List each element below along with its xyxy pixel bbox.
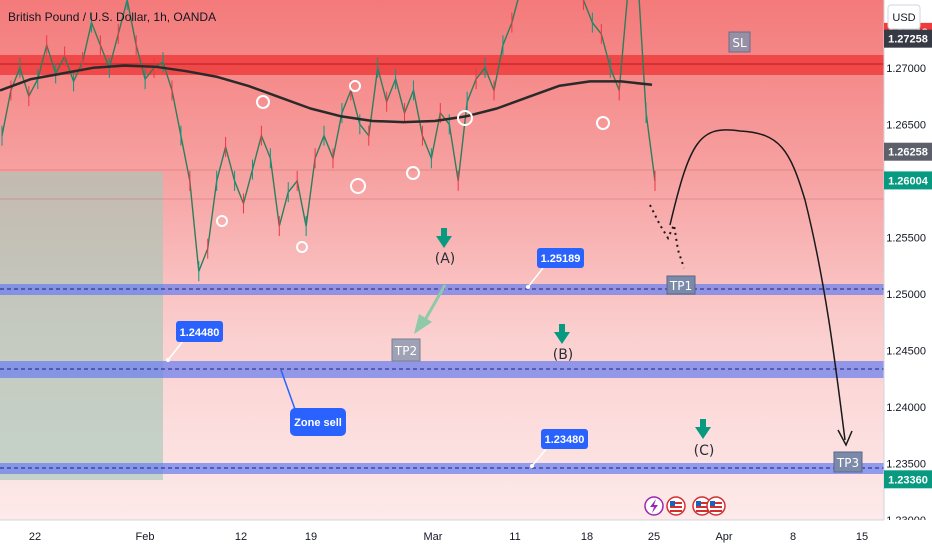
price-layer	[1, 0, 656, 282]
swing-circle	[256, 95, 270, 109]
x-tick-label: 15	[856, 531, 868, 543]
tp2-pointer-arrow	[423, 284, 447, 321]
svg-text:USD: USD	[892, 12, 915, 24]
svg-text:1.26004: 1.26004	[888, 175, 929, 187]
zone-band-3	[0, 463, 884, 474]
y-tick-label: 1.26500	[886, 119, 926, 131]
y-tick-label: 1.25000	[886, 289, 926, 301]
svg-text:SL: SL	[732, 36, 747, 50]
swing-circle	[216, 215, 228, 227]
swing-circles	[216, 80, 610, 253]
swing-circle	[596, 116, 610, 130]
wave-arrow-c	[695, 419, 711, 439]
tp2-pointer-head	[414, 314, 432, 334]
ma-layer	[0, 64, 653, 124]
x-tick-label: 11	[509, 531, 520, 543]
moving-average-line	[0, 64, 653, 124]
price-marker[interactable]: 1.23360	[884, 470, 932, 489]
svg-text:TP3: TP3	[836, 456, 859, 470]
us-flag-icon[interactable]	[692, 496, 712, 516]
svg-text:TP2: TP2	[394, 344, 417, 358]
currency-button[interactable]: USD	[887, 4, 921, 30]
zone-sell-callout[interactable]: Zone sell	[280, 369, 346, 436]
tp3-box[interactable]: TP3	[833, 451, 863, 473]
wave-arrow-b	[554, 324, 570, 344]
y-tick-label: 1.24000	[886, 402, 926, 414]
x-tick-label: 22	[29, 531, 41, 543]
price-marker[interactable]: 1.26004	[884, 171, 932, 190]
sl-band	[0, 55, 884, 75]
y-tick-label: 1.24500	[886, 345, 926, 357]
us-flag-icon[interactable]	[706, 496, 726, 516]
wave-label-b: (B)	[553, 347, 574, 363]
x-tick-label: 25	[648, 531, 660, 543]
y-tick-label: 1.25500	[886, 232, 926, 244]
y-tick-label: 1.23500	[886, 458, 926, 470]
x-axis-ticks: 22 Feb 12 19 Mar 11 18 25 Apr 8 15	[29, 531, 868, 543]
level-callout-3[interactable]: 1.23480	[530, 429, 588, 468]
chart-title: British Pound / U.S. Dollar, 1h, OANDA	[8, 10, 216, 24]
swing-circle	[350, 178, 366, 194]
svg-text:TP1: TP1	[669, 279, 692, 293]
svg-text:1.23480: 1.23480	[545, 434, 585, 446]
x-tick-label: Feb	[136, 531, 155, 543]
swing-circle	[406, 166, 420, 180]
swing-circle	[349, 80, 361, 92]
svg-text:1.23360: 1.23360	[888, 474, 928, 486]
wave-arrow-a	[436, 228, 452, 248]
swing-circle	[457, 110, 473, 126]
x-tick-label: 19	[305, 531, 317, 543]
level-callout-1[interactable]: 1.25189	[526, 248, 584, 289]
zone-band-2	[0, 361, 884, 378]
projection-dots	[649, 204, 685, 269]
svg-text:Zone sell: Zone sell	[294, 417, 342, 429]
projection-curve	[669, 129, 846, 441]
price-axis[interactable]	[884, 0, 932, 520]
swing-circle	[296, 241, 308, 253]
tp1-box[interactable]: TP1	[666, 275, 696, 295]
lightning-icon[interactable]	[644, 496, 664, 516]
x-tick-label: Apr	[715, 531, 732, 543]
tp2-box[interactable]: TP2	[391, 338, 421, 362]
x-tick-label: 18	[581, 531, 593, 543]
wave-label-c: (C)	[694, 443, 715, 459]
y-tick-label: 1.27000	[886, 63, 926, 75]
projection-arrowhead	[837, 429, 853, 447]
x-tick-label: 12	[235, 531, 247, 543]
svg-text:1.25189: 1.25189	[541, 253, 581, 265]
time-axis[interactable]	[0, 520, 932, 550]
svg-text:1.27258: 1.27258	[888, 34, 928, 46]
price-marker[interactable]: 1.26258	[884, 142, 932, 161]
x-tick-label: Mar	[424, 531, 443, 543]
level-callout-2[interactable]: 1.24480	[166, 321, 223, 362]
us-flag-icon[interactable]	[666, 496, 686, 516]
price-line	[1, 0, 656, 272]
sl-box[interactable]: SL	[728, 31, 751, 53]
svg-text:1.26258: 1.26258	[888, 147, 928, 159]
svg-text:1.24480: 1.24480	[180, 327, 220, 339]
x-tick-label: 8	[790, 531, 796, 543]
left-grey-zone	[0, 172, 163, 480]
price-marker[interactable]: 1.27258	[884, 29, 932, 48]
wave-label-a: (A)	[435, 251, 456, 267]
